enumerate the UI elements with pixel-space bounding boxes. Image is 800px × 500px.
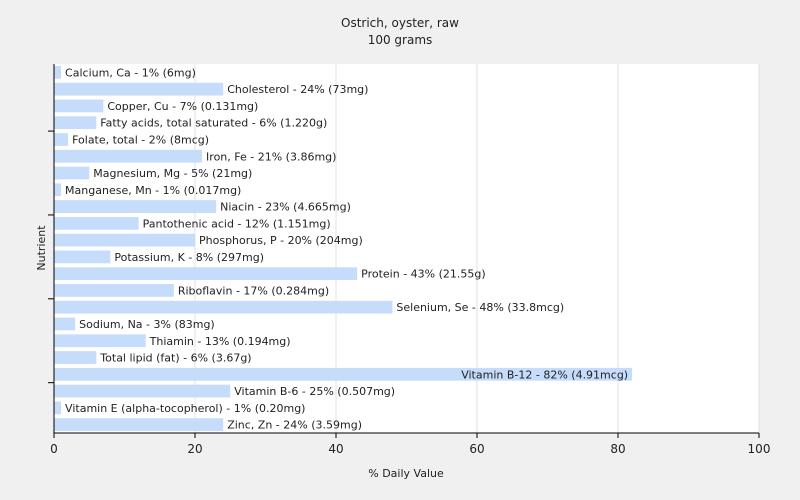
bar	[54, 216, 139, 230]
bar	[54, 233, 195, 247]
bar-label: Cholesterol - 24% (73mg)	[227, 83, 368, 96]
bar	[54, 334, 146, 348]
bar-label: Sodium, Na - 3% (83mg)	[79, 318, 215, 331]
bar	[54, 401, 62, 415]
bar-label: Total lipid (fat) - 6% (3.67g)	[99, 352, 251, 365]
bar	[54, 317, 76, 331]
bar-label: Vitamin E (alpha-tocopherol) - 1% (0.20m…	[65, 402, 305, 415]
bar	[54, 200, 217, 213]
x-tick-label: 0	[50, 442, 58, 456]
bar-label: Magnesium, Mg - 5% (21mg)	[93, 167, 252, 180]
chart-subtitle: 100 grams	[368, 33, 433, 47]
bar-label: Pantothenic acid - 12% (1.151mg)	[143, 217, 331, 230]
x-tick-label: 60	[469, 442, 484, 456]
bar	[54, 284, 174, 297]
x-tick-label: 100	[748, 442, 771, 456]
bar-label: Fatty acids, total saturated - 6% (1.220…	[100, 117, 327, 130]
bar-label: Riboflavin - 17% (0.284mg)	[178, 284, 329, 297]
chart-title: Ostrich, oyster, raw	[341, 16, 459, 30]
bar-label: Folate, total - 2% (8mcg)	[72, 133, 209, 146]
bar	[54, 250, 111, 264]
bar-label: Vitamin B-12 - 82% (4.91mcg)	[461, 368, 628, 381]
bar-label: Protein - 43% (21.55g)	[361, 268, 486, 281]
bar	[54, 99, 104, 113]
bar	[54, 149, 203, 163]
bar	[54, 133, 69, 146]
bar-label: Vitamin B-6 - 25% (0.507mg)	[234, 385, 395, 398]
bar-label: Phosphorus, P - 20% (204mg)	[199, 234, 363, 247]
bar-label: Manganese, Mn - 1% (0.017mg)	[65, 184, 241, 197]
bar	[54, 384, 231, 398]
bar	[54, 267, 358, 281]
bar-label: Calcium, Ca - 1% (6mg)	[65, 66, 196, 79]
bar	[54, 367, 633, 381]
bar	[54, 300, 393, 314]
bar	[54, 166, 90, 180]
bar-label: Thiamin - 13% (0.194mg)	[149, 335, 291, 348]
bar-label: Selenium, Se - 48% (33.8mcg)	[396, 301, 564, 314]
x-tick-label: 80	[610, 442, 625, 456]
bars: Calcium, Ca - 1% (6mg) Cholesterol - 24% …	[54, 66, 633, 432]
bar	[54, 418, 224, 431]
x-tick-label: 40	[328, 442, 343, 456]
bar-label: Iron, Fe - 21% (3.86mg)	[206, 150, 336, 163]
bar	[54, 82, 224, 96]
bar	[54, 183, 62, 197]
bar	[54, 66, 62, 79]
bar-label: Potassium, K - 8% (297mg)	[114, 251, 264, 264]
bar	[54, 351, 97, 364]
x-axis-title: % Daily Value	[368, 467, 444, 480]
bar	[54, 116, 97, 130]
x-tick-label: 20	[187, 442, 202, 456]
y-axis-title: Nutrient	[35, 225, 48, 271]
axes: 0 20 40 60 80 100	[48, 64, 770, 456]
bar-label: Niacin - 23% (4.665mg)	[220, 201, 351, 214]
bar-label: Zinc, Zn - 24% (3.59mg)	[227, 419, 362, 432]
bar-label: Copper, Cu - 7% (0.131mg)	[107, 100, 258, 113]
